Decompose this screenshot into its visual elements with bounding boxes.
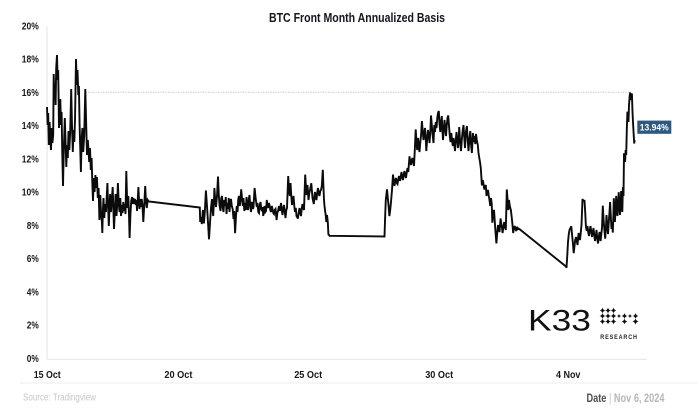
svg-text:13.94%: 13.94%: [640, 123, 669, 134]
svg-text:RESEARCH: RESEARCH: [600, 334, 638, 341]
svg-text:K33: K33: [528, 304, 591, 337]
svg-text:Source: Tradingview: Source: Tradingview: [23, 393, 97, 404]
svg-text:6%: 6%: [27, 254, 39, 265]
svg-text:18%: 18%: [22, 55, 39, 66]
svg-text:25 Oct: 25 Oct: [294, 369, 322, 381]
svg-text:12%: 12%: [22, 154, 39, 165]
svg-text:0%: 0%: [27, 354, 39, 365]
svg-text:20%: 20%: [22, 21, 39, 32]
svg-text:2%: 2%: [27, 321, 39, 332]
svg-text:10%: 10%: [22, 188, 39, 199]
svg-text:8%: 8%: [27, 221, 39, 232]
svg-text:BTC Front Month Annualized Bas: BTC Front Month Annualized Basis: [269, 10, 445, 25]
svg-text:16%: 16%: [22, 88, 39, 99]
svg-text:4 Nov: 4 Nov: [556, 369, 581, 381]
svg-text:14%: 14%: [22, 121, 39, 132]
svg-text:4%: 4%: [27, 287, 39, 298]
svg-text:15 Oct: 15 Oct: [34, 369, 61, 381]
svg-text:20 Oct: 20 Oct: [164, 369, 192, 381]
svg-text:Date | Nov 6, 2024: Date | Nov 6, 2024: [587, 393, 665, 405]
svg-text:30 Oct: 30 Oct: [425, 369, 453, 381]
